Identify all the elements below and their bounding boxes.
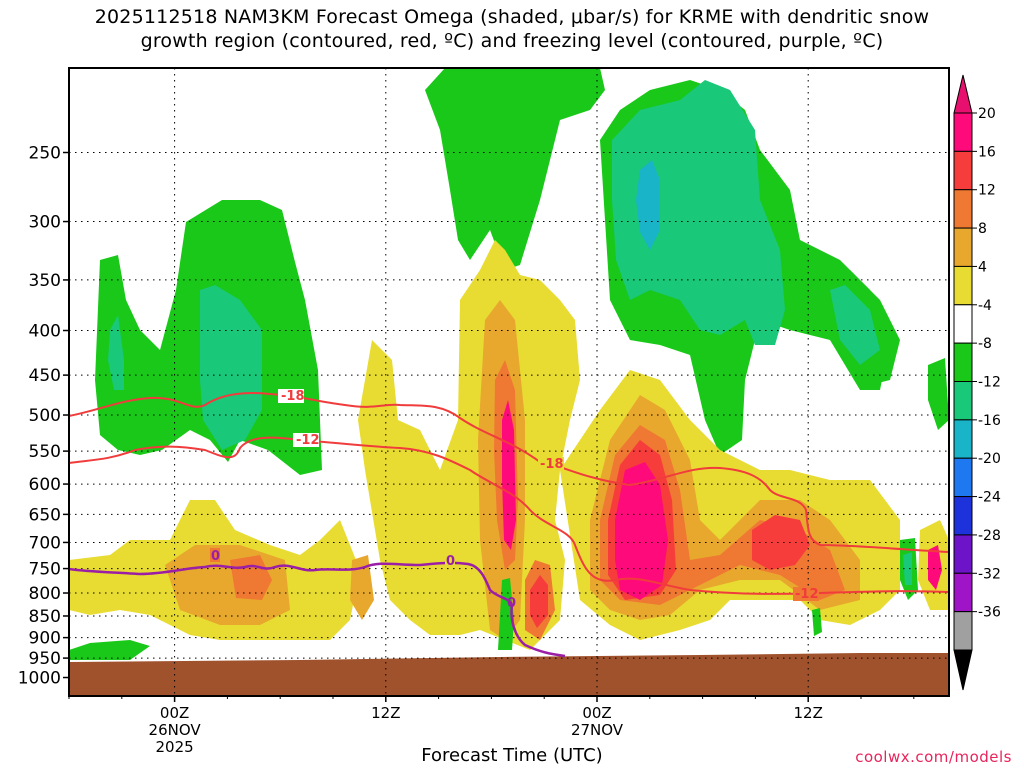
omega-region-edge-green — [928, 358, 949, 430]
colorbar-label: 4 — [978, 259, 987, 275]
y-tick-label: 450 — [29, 366, 61, 386]
x-tick-label: 12Z — [794, 704, 823, 722]
ground-terrain — [69, 653, 949, 696]
colorbar-label: -32 — [978, 566, 1001, 582]
x-tick-label: 26NOV — [149, 721, 202, 739]
omega-region-east-red-2 — [752, 515, 810, 570]
x-tick-label: 00Z — [160, 704, 189, 722]
contour-labels: -18 -12 -18 -12 0 0 0 — [210, 389, 819, 611]
red-contour-minus18 — [68, 392, 950, 553]
colorbar-label: -8 — [978, 336, 992, 352]
omega-region-spike-magenta — [502, 400, 516, 550]
omega-shading — [69, 68, 949, 660]
y-tick-label: 550 — [29, 442, 61, 462]
red-contour-label-2: -12 — [296, 433, 320, 448]
y-tick-label: 1000 — [18, 669, 61, 689]
y-tick-label: 300 — [29, 213, 61, 233]
purple-contour-label-2: 0 — [446, 554, 455, 569]
colorbar: 20 16 12 8 4 -4 -8 -12 -16 -20 -24 -28 -32 -36 — [953, 74, 1001, 691]
x-tick-label: 27NOV — [571, 721, 624, 739]
omega-region-east-blue — [636, 160, 660, 250]
y-tick-label: 700 — [29, 533, 61, 553]
omega-region-west-dark-orange — [230, 555, 272, 600]
x-tick-label: 00Z — [582, 704, 611, 722]
purple-contour-zero — [68, 561, 566, 658]
y-tick-label: 800 — [29, 584, 61, 604]
colorbar-swatch — [953, 150, 973, 191]
red-contour-label-4: -12 — [795, 587, 819, 602]
y-axis: 2503003504004505005506006507007508008509… — [18, 144, 69, 689]
omega-region-west-cyan-2 — [108, 315, 124, 390]
colorbar-label: -36 — [978, 605, 1001, 621]
omega-region-central-yellow — [358, 240, 580, 650]
y-tick-label: 500 — [29, 406, 61, 426]
colorbar-label: -16 — [978, 413, 1001, 429]
omega-region-surface-green — [69, 640, 150, 660]
y-tick-label: 400 — [29, 322, 61, 342]
colorbar-swatch — [953, 227, 973, 267]
y-tick-label: 950 — [29, 649, 61, 669]
colorbar-label: 16 — [978, 144, 996, 160]
red-contour-label-3: -18 — [540, 457, 564, 472]
colorbar-label: 20 — [978, 106, 996, 122]
colorbar-swatch — [953, 534, 973, 574]
x-tick-label: 12Z — [371, 704, 400, 722]
colorbar-swatch — [953, 457, 973, 498]
colorbar-top-arrow — [953, 74, 973, 114]
purple-contour-label-3: 0 — [507, 596, 516, 611]
omega-region-mid-orange — [350, 555, 374, 620]
omega-region-far-east-cyan — [830, 285, 880, 365]
y-tick-label: 750 — [29, 560, 61, 580]
y-tick-label: 900 — [29, 629, 61, 649]
colorbar-swatch — [953, 419, 973, 459]
colorbar-swatch — [953, 381, 973, 421]
omega-region-north-green — [425, 68, 605, 270]
y-tick-label: 850 — [29, 607, 61, 627]
x-tick-label: 2025 — [156, 738, 194, 756]
red-contour-label-1: -18 — [281, 389, 305, 404]
omega-region-west-cyan — [200, 285, 262, 450]
omega-region-edge-cyan-low — [903, 552, 912, 585]
plot-frame — [68, 67, 950, 697]
omega-region-dot-green — [812, 608, 822, 636]
y-tick-label: 250 — [29, 144, 61, 164]
colorbar-label: -4 — [978, 298, 992, 314]
colorbar-swatch — [953, 265, 973, 306]
colorbar-label: 12 — [978, 183, 996, 199]
purple-contours — [68, 561, 566, 658]
omega-region-east-magenta — [615, 462, 668, 600]
chart-title-line-1: 2025112518 NAM3KM Forecast Omega (shaded… — [94, 6, 930, 28]
colorbar-bottom-arrow — [953, 649, 973, 691]
colorbar-swatch — [953, 342, 973, 382]
y-tick-label: 350 — [29, 271, 61, 291]
colorbar-label: 8 — [978, 221, 987, 237]
omega-region-east-cyan — [612, 80, 785, 345]
purple-contour-label-1: 0 — [211, 549, 220, 564]
colorbar-swatch — [953, 189, 973, 229]
red-contours — [68, 392, 950, 595]
x-axis-title: Forecast Time (UTC) — [421, 745, 603, 766]
chart-title-line-2: growth region (contoured, red, ºC) and f… — [140, 30, 884, 52]
colorbar-label: -12 — [978, 375, 1001, 391]
red-contour-minus12 — [68, 436, 950, 595]
colorbar-swatch — [953, 496, 973, 536]
omega-region-edge-magenta — [928, 545, 942, 590]
y-tick-label: 650 — [29, 505, 61, 525]
colorbar-label: -20 — [978, 451, 1001, 467]
colorbar-swatch — [953, 572, 973, 613]
credit-text: coolwx.com/models — [855, 748, 1012, 766]
colorbar-label: -24 — [978, 490, 1001, 506]
colorbar-label: -28 — [978, 528, 1001, 544]
y-tick-label: 600 — [29, 475, 61, 495]
colorbar-swatch — [953, 112, 973, 152]
omega-region-low-spike-red — [530, 575, 548, 628]
colorbar-swatch — [953, 611, 973, 651]
colorbar-swatch — [953, 304, 973, 344]
